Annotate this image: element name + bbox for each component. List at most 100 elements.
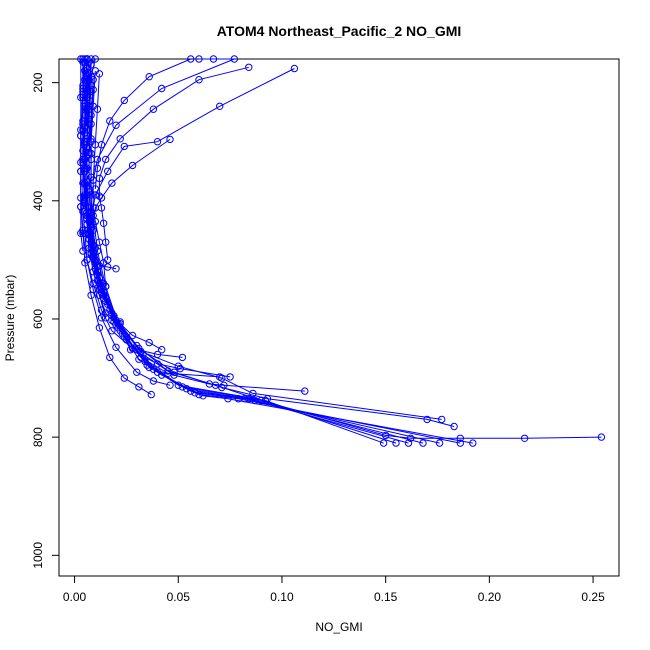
data-point [89, 285, 97, 294]
series-line [92, 58, 235, 181]
data-point [79, 146, 87, 155]
data-point [102, 314, 110, 322]
profile-series [89, 70, 309, 395]
series-line [90, 70, 442, 420]
data-point [108, 327, 116, 335]
x-axis: 0.00 0.05 0.10 0.15 0.20 0.25 [63, 575, 605, 604]
data-point [77, 203, 85, 211]
data-point [83, 87, 91, 96]
data-point [91, 55, 100, 63]
series-line [88, 85, 461, 444]
data-point [145, 338, 153, 347]
profile-series [81, 64, 400, 447]
plot-frame [58, 58, 620, 577]
data-point [216, 373, 224, 381]
data-point [93, 164, 102, 173]
data-point [137, 353, 145, 362]
data-point [379, 439, 388, 447]
data-point [87, 73, 95, 81]
series-line [88, 58, 96, 154]
data-point [95, 70, 104, 78]
data-point [102, 282, 110, 291]
data-point [89, 241, 97, 249]
profile-series [77, 55, 87, 255]
chart-title: ATOM4 Northeast_Pacific_2 NO_GMI [217, 23, 462, 39]
profile-series [95, 63, 253, 264]
data-point [166, 381, 174, 389]
data-point [104, 256, 112, 264]
data-point [104, 167, 112, 176]
y-tick-label: 800 [31, 427, 45, 447]
y-axis: 200 400 600 800 1000 [31, 72, 60, 569]
y-tick-label: 600 [31, 309, 45, 329]
profile-series [79, 55, 388, 447]
profile-series [91, 55, 195, 193]
data-point [456, 434, 464, 442]
data-point [153, 360, 162, 368]
data-point [158, 346, 166, 354]
y-axis-label: Pressure (mbar) [3, 275, 17, 362]
data-point [116, 135, 124, 143]
data-point [87, 87, 95, 96]
data-point [234, 395, 243, 403]
data-point [112, 343, 120, 351]
data-point [77, 132, 85, 140]
data-point [209, 55, 218, 63]
data-point [77, 55, 85, 63]
data-point [108, 179, 116, 187]
data-point [469, 439, 477, 447]
data-point [95, 291, 104, 299]
data-point [423, 415, 431, 424]
data-point [153, 138, 162, 146]
data-point [106, 353, 114, 362]
data-point [77, 93, 85, 102]
x-tick-label: 0.20 [478, 590, 502, 604]
data-point [220, 381, 228, 389]
data-point [218, 383, 226, 392]
profile-series [89, 135, 174, 322]
data-point [89, 204, 97, 212]
data-point [166, 135, 174, 144]
data-point [83, 256, 91, 264]
data-point [178, 353, 187, 362]
series-line [86, 73, 409, 444]
data-point [120, 142, 129, 151]
data-point [106, 117, 114, 125]
profile-series [81, 67, 427, 447]
profile-series [87, 86, 477, 447]
data-point [199, 392, 207, 400]
data-point [128, 331, 137, 340]
data-point [79, 179, 87, 187]
profile-series [89, 64, 299, 291]
data-point [95, 324, 104, 332]
data-point [93, 105, 102, 113]
data-point [102, 155, 110, 164]
y-tick-label: 1000 [31, 542, 45, 569]
data-point [97, 194, 106, 202]
x-tick-label: 0.05 [167, 590, 191, 604]
series-line [80, 59, 84, 252]
data-point [91, 191, 100, 199]
x-axis-label: NO_GMI [315, 620, 362, 634]
data-point [158, 84, 166, 93]
data-point [87, 55, 95, 63]
data-point [85, 229, 93, 238]
data-point [382, 431, 390, 440]
data-point [230, 55, 239, 63]
data-point [97, 204, 106, 212]
data-point [135, 383, 143, 391]
data-point [520, 434, 529, 442]
data-point [112, 121, 120, 129]
profile-series [81, 61, 458, 431]
profile-series [85, 81, 464, 447]
data-point [187, 55, 195, 63]
data-point [93, 155, 102, 164]
plot-area [77, 55, 606, 447]
data-point [176, 364, 185, 373]
data-point [79, 247, 87, 255]
data-point [450, 422, 458, 431]
data-point [116, 318, 124, 326]
data-point [133, 368, 141, 376]
series-line [92, 73, 305, 392]
data-point [301, 387, 309, 395]
